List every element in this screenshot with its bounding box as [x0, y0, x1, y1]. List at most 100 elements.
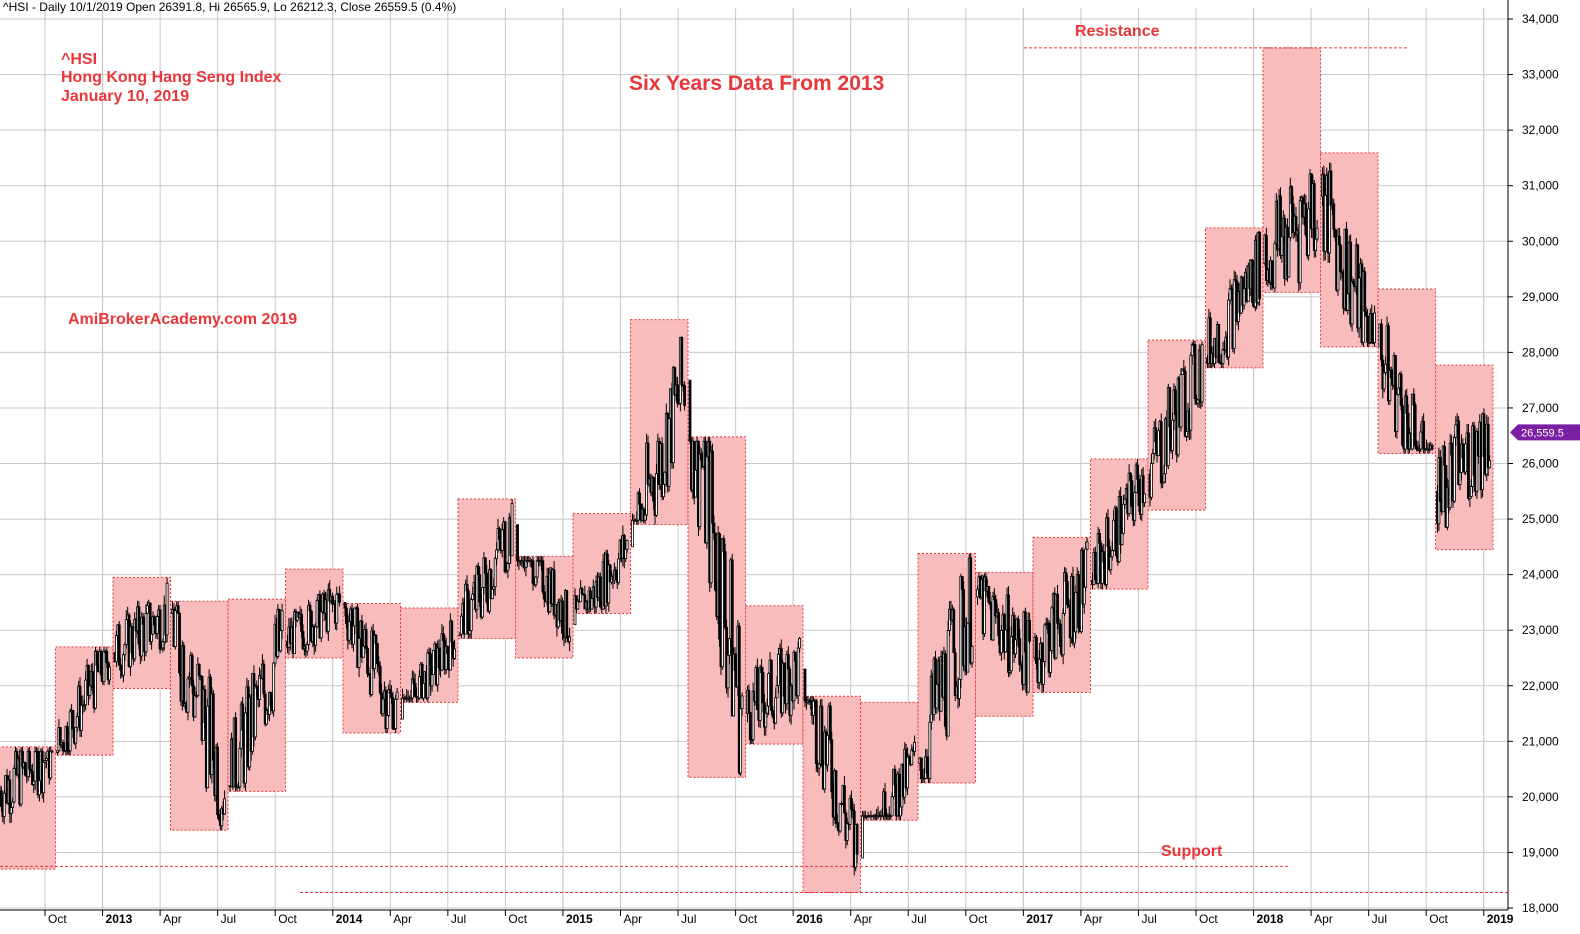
candle-body: [293, 611, 296, 654]
candle-body: [353, 607, 357, 627]
candle-body: [1016, 618, 1020, 639]
candle-body: [771, 710, 775, 718]
candle-body: [197, 663, 201, 676]
y-tick-label: 26,000: [1522, 457, 1559, 471]
candle-body: [71, 710, 75, 730]
candle-body: [1294, 216, 1298, 235]
candle-body: [155, 616, 159, 634]
y-tick-label: 30,000: [1522, 234, 1559, 248]
x-tick-label: Oct: [1199, 912, 1218, 926]
candle-body: [1127, 472, 1131, 514]
candle-body: [140, 616, 144, 657]
candle-body: [211, 693, 215, 761]
candle-body: [326, 589, 330, 632]
candle-body: [74, 726, 78, 744]
x-tick-label: Apr: [624, 912, 643, 926]
candle-body: [394, 698, 398, 729]
candle-body: [1221, 348, 1225, 364]
candle-body: [489, 569, 493, 599]
candle-body: [1168, 387, 1172, 428]
candle-body: [366, 648, 369, 674]
candle-body: [782, 662, 786, 697]
support-label: Support: [1161, 843, 1223, 860]
candle-body: [122, 654, 125, 676]
candle-body: [190, 654, 194, 687]
candle-body: [32, 780, 36, 785]
candle-body: [360, 620, 364, 658]
x-tick-label: Apr: [854, 912, 873, 926]
candle-body: [1129, 472, 1132, 482]
candle-body: [1396, 387, 1400, 396]
candle-body: [307, 604, 311, 645]
candle-body: [1151, 452, 1155, 464]
candle-body: [775, 685, 779, 699]
candle-body: [946, 630, 950, 737]
candle-body: [542, 591, 546, 600]
candle-body: [966, 622, 970, 673]
candle-body: [812, 700, 815, 716]
candle-body: [952, 609, 956, 653]
candle-body: [907, 756, 911, 759]
candle-body: [760, 667, 763, 673]
y-tick-label: 25,000: [1522, 512, 1559, 526]
candle-body: [308, 604, 312, 612]
candle-body: [1171, 419, 1174, 452]
candle-body: [590, 598, 594, 610]
candle-body: [698, 453, 702, 528]
candle-body: [123, 644, 127, 656]
candle-body: [1430, 445, 1434, 450]
candle-body: [1084, 548, 1088, 588]
candle-body: [475, 566, 479, 610]
x-tick-label: Oct: [739, 912, 758, 926]
monthly-range-boxes: [0, 47, 1494, 893]
x-tick-label: Jul: [1372, 912, 1387, 926]
candle-body: [953, 652, 957, 697]
candle-body: [1123, 498, 1127, 505]
candle-body: [1150, 463, 1153, 498]
x-tick-label: Apr: [393, 912, 412, 926]
candle-body: [1443, 445, 1446, 466]
candle-body: [490, 588, 494, 599]
candle-body: [94, 650, 97, 709]
candle-body: [758, 667, 762, 721]
candle-body: [0, 790, 3, 807]
candle-body: [737, 625, 741, 774]
candle-body: [767, 673, 771, 707]
candle-body: [712, 522, 716, 534]
candle-body: [959, 575, 963, 680]
candle-body: [1137, 478, 1141, 507]
candle-body: [1049, 650, 1052, 673]
candle-body: [1154, 427, 1158, 443]
candle-body: [385, 715, 389, 729]
y-tick-label: 28,000: [1522, 345, 1559, 359]
candle-body: [899, 806, 902, 817]
candle-body: [58, 727, 62, 746]
candle-body: [765, 705, 769, 714]
range-box: [630, 319, 689, 526]
candle-body: [347, 621, 351, 641]
candle-body: [992, 596, 996, 600]
candle-body: [755, 667, 759, 711]
candle-body: [1457, 420, 1461, 486]
candle-body: [476, 566, 480, 576]
candle-body: [430, 674, 434, 687]
candle-body: [1093, 552, 1097, 581]
candle-body: [861, 815, 864, 859]
candle-body: [1082, 586, 1086, 605]
candle-body: [893, 768, 897, 786]
candle-body: [364, 629, 368, 649]
candle-body: [988, 601, 992, 605]
candle-body: [1162, 473, 1166, 483]
candle-body: [1056, 593, 1059, 624]
candle-body: [1312, 183, 1316, 251]
candle-body: [598, 576, 602, 608]
candle-body: [1452, 437, 1456, 502]
candle-body: [1157, 430, 1160, 456]
candle-body: [223, 798, 226, 815]
candle-body: [65, 726, 69, 752]
candle-body: [970, 645, 974, 664]
candle-body: [11, 801, 15, 809]
candle-body: [173, 610, 177, 647]
candle-body: [253, 685, 257, 738]
candle-body: [1472, 425, 1476, 476]
